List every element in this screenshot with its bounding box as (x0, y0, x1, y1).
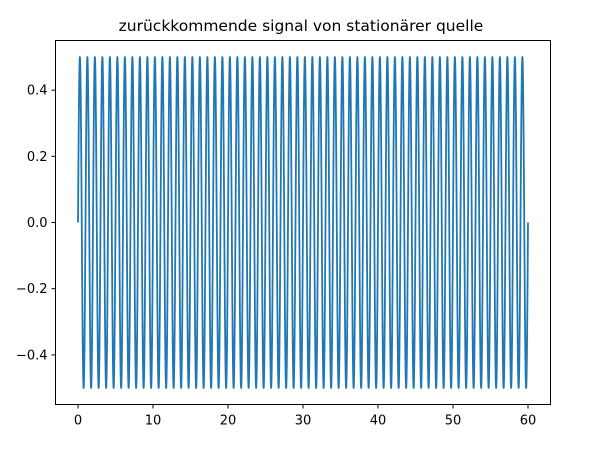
y-axis: −0.4 −0.2 0.0 0.2 0.4 (16, 84, 56, 363)
y-tick-label: 0.0 (27, 216, 48, 231)
plot-frame (55, 40, 551, 405)
x-tick-label: 40 (370, 414, 387, 429)
x-tick-label: 20 (220, 414, 237, 429)
chart-title: zurückkommende signal von stationärer qu… (119, 17, 484, 35)
y-tick-label: 0.2 (27, 150, 48, 165)
x-tick-label: 10 (145, 414, 162, 429)
series-line-0 (77, 56, 529, 389)
plot-area (77, 56, 529, 389)
y-tick-label: −0.4 (16, 348, 48, 363)
x-tick-label: 0 (74, 414, 82, 429)
x-tick-label: 50 (445, 414, 462, 429)
y-tick-label: −0.2 (16, 282, 48, 297)
x-axis: 0 10 20 30 40 50 60 (74, 404, 537, 429)
x-tick-label: 60 (520, 414, 537, 429)
y-tick-label: 0.4 (27, 84, 48, 99)
x-tick-label: 30 (295, 414, 312, 429)
